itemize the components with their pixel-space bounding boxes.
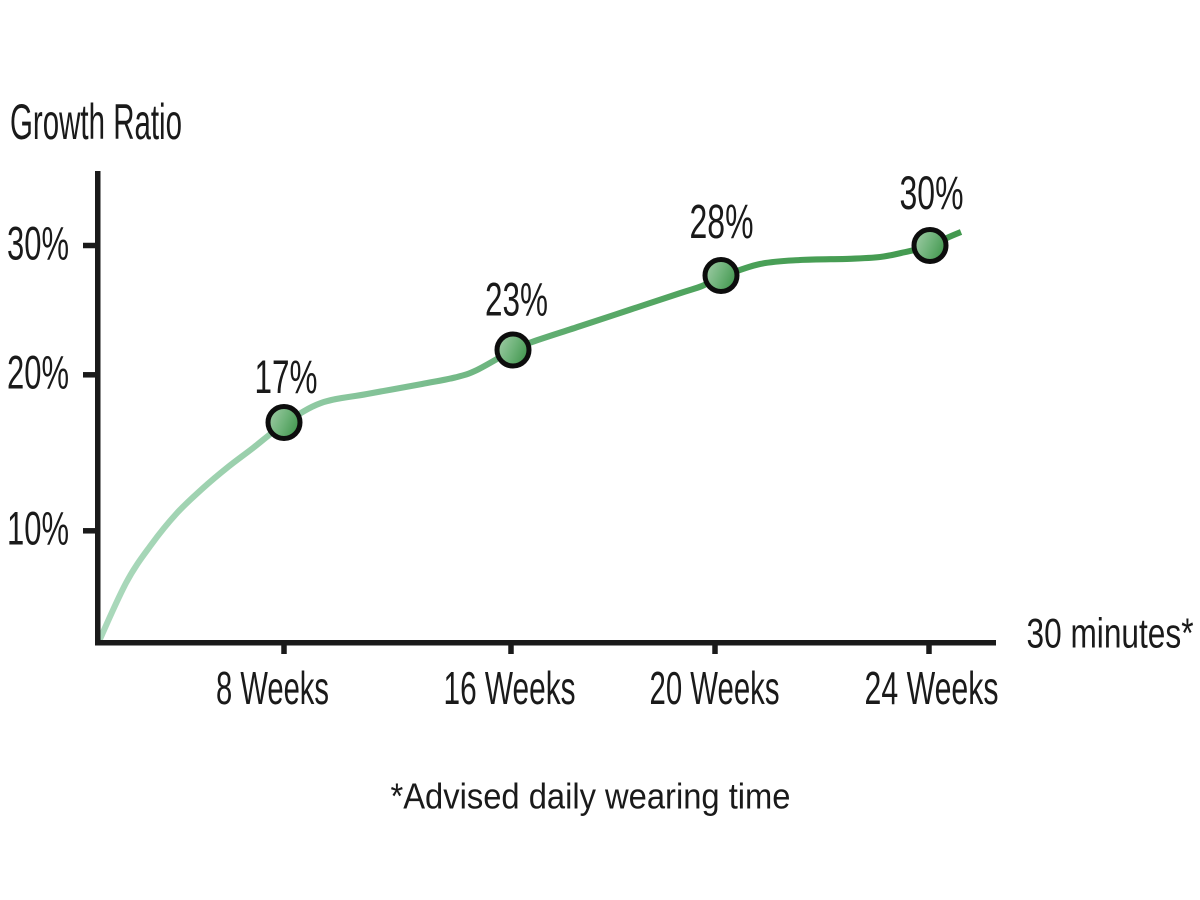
svg-text:30%: 30% — [900, 166, 964, 219]
svg-text:23%: 23% — [485, 273, 548, 326]
svg-text:20%: 20% — [7, 346, 69, 399]
svg-text:20 Weeks: 20 Weeks — [650, 662, 780, 714]
svg-text:28%: 28% — [690, 196, 754, 249]
svg-text:8 Weeks: 8 Weeks — [216, 662, 329, 714]
svg-text:16 Weeks: 16 Weeks — [444, 662, 576, 714]
svg-text:10%: 10% — [7, 502, 69, 555]
svg-text:24 Weeks: 24 Weeks — [865, 662, 999, 714]
svg-text:Growth Ratio: Growth Ratio — [10, 94, 182, 150]
svg-text:17%: 17% — [255, 350, 318, 403]
svg-text:*Advised daily wearing time: *Advised daily wearing time — [391, 776, 791, 817]
svg-text:30%: 30% — [7, 216, 69, 269]
svg-text:30 minutes*: 30 minutes* — [1027, 610, 1194, 657]
